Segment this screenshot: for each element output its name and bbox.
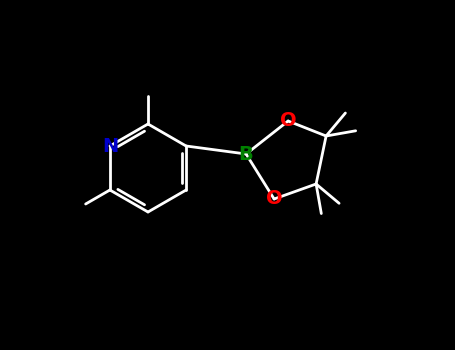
Text: O: O bbox=[266, 189, 283, 209]
Text: B: B bbox=[239, 145, 253, 163]
Text: O: O bbox=[280, 112, 296, 131]
Text: N: N bbox=[102, 136, 118, 155]
